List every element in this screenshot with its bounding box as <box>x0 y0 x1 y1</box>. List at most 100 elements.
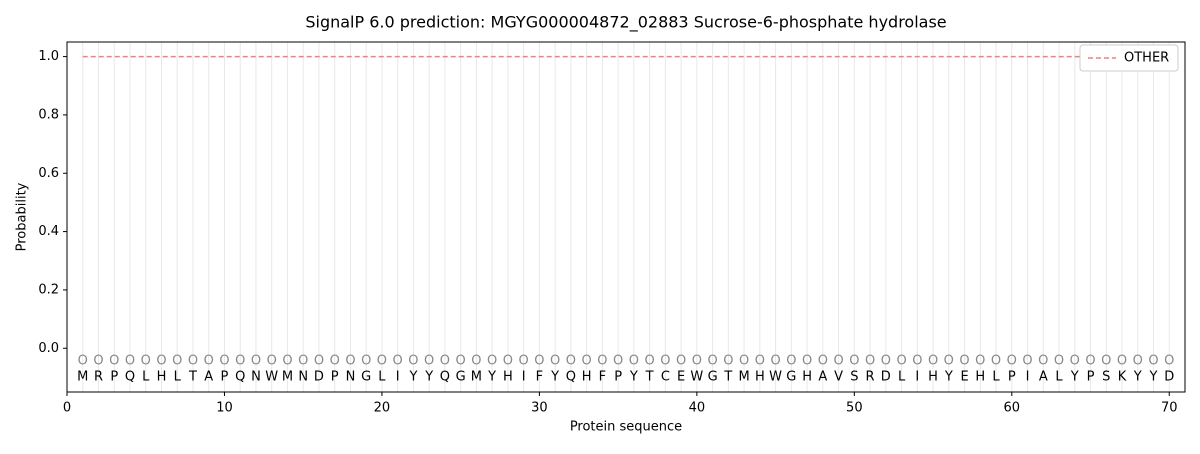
residue-label: G <box>361 370 371 385</box>
residue-label: Q <box>125 370 135 385</box>
predicted-label: O <box>1148 354 1158 369</box>
predicted-label: O <box>770 354 780 369</box>
residue-label: Y <box>424 370 433 385</box>
residue-label: L <box>378 370 386 385</box>
predicted-label: O <box>393 354 403 369</box>
residue-label: T <box>645 370 654 385</box>
residue-label: Y <box>1070 370 1079 385</box>
y-tick-label: 0.8 <box>38 107 59 122</box>
predicted-label: O <box>141 354 151 369</box>
predicted-label: O <box>251 354 261 369</box>
predicted-label: O <box>1054 354 1064 369</box>
residue-label: V <box>834 370 843 385</box>
predicted-label: O <box>755 354 765 369</box>
residue-label: H <box>582 370 592 385</box>
residue-label: W <box>769 370 782 385</box>
predicted-label: O <box>93 354 103 369</box>
predicted-label: O <box>692 354 702 369</box>
residue-label: T <box>188 370 197 385</box>
residue-label: Q <box>566 370 576 385</box>
residue-label: I <box>522 370 526 385</box>
predicted-label: O <box>361 354 371 369</box>
residue-label: R <box>866 370 875 385</box>
predicted-label: O <box>881 354 891 369</box>
residue-label: G <box>456 370 466 385</box>
predicted-label: O <box>204 354 214 369</box>
predicted-label: O <box>818 354 828 369</box>
residue-label: P <box>1008 370 1016 385</box>
predicted-label: O <box>739 354 749 369</box>
predicted-label: O <box>282 354 292 369</box>
predicted-label: O <box>1038 354 1048 369</box>
x-tick-label: 40 <box>689 401 706 416</box>
predicted-label: O <box>267 354 277 369</box>
predicted-label: O <box>786 354 796 369</box>
x-tick-label: 0 <box>63 401 71 416</box>
predicted-label: O <box>109 354 119 369</box>
predicted-label: O <box>487 354 497 369</box>
residue-label: P <box>614 370 622 385</box>
x-tick-label: 10 <box>216 401 233 416</box>
residue-label: L <box>174 370 182 385</box>
predicted-label: O <box>660 354 670 369</box>
predicted-label: O <box>912 354 922 369</box>
predicted-label: O <box>629 354 639 369</box>
predicted-label: O <box>896 354 906 369</box>
residue-label: Y <box>944 370 953 385</box>
predicted-label: O <box>1070 354 1080 369</box>
residue-label: K <box>1118 370 1127 385</box>
residue-label: N <box>346 370 356 385</box>
residue-label: W <box>690 370 703 385</box>
residue-label: P <box>221 370 229 385</box>
legend-box <box>1079 44 1179 72</box>
predicted-label: O <box>582 354 592 369</box>
residue-label: H <box>802 370 812 385</box>
residue-label: N <box>251 370 261 385</box>
predicted-label: O <box>471 354 481 369</box>
residue-label: E <box>960 370 968 385</box>
residue-label: G <box>786 370 796 385</box>
x-tick-label: 70 <box>1161 401 1178 416</box>
y-tick-label: 0.6 <box>38 166 59 181</box>
residue-label: P <box>110 370 118 385</box>
predicted-label: O <box>597 354 607 369</box>
residue-label: M <box>77 370 88 385</box>
residue-label: A <box>1039 370 1048 385</box>
predicted-label: O <box>865 354 875 369</box>
predicted-label: O <box>550 354 560 369</box>
residue-label: A <box>204 370 213 385</box>
predicted-label: O <box>440 354 450 369</box>
residue-label: Q <box>235 370 245 385</box>
residue-label: I <box>396 370 400 385</box>
residue-label: H <box>157 370 167 385</box>
x-tick-label: 50 <box>846 401 863 416</box>
residue-label: D <box>314 370 324 385</box>
residue-label: F <box>536 370 543 385</box>
chart-title: SignalP 6.0 prediction: MGYG000004872_02… <box>305 13 946 33</box>
residue-label: M <box>738 370 749 385</box>
predicted-label: O <box>534 354 544 369</box>
predicted-label: O <box>676 354 686 369</box>
x-tick-label: 30 <box>531 401 548 416</box>
residue-label: L <box>1055 370 1063 385</box>
predicted-label: O <box>330 354 340 369</box>
residue-label: Y <box>1149 370 1158 385</box>
residue-label: H <box>755 370 765 385</box>
predicted-label: O <box>566 354 576 369</box>
predicted-label: O <box>707 354 717 369</box>
residue-label: P <box>331 370 339 385</box>
residue-label: R <box>94 370 103 385</box>
residue-label: I <box>1026 370 1030 385</box>
predicted-label: O <box>849 354 859 369</box>
residue-label: C <box>661 370 670 385</box>
predicted-label: O <box>156 354 166 369</box>
residue-label: L <box>992 370 1000 385</box>
residue-label: L <box>898 370 906 385</box>
y-axis-label: Probability <box>15 182 30 251</box>
predicted-label: O <box>408 354 418 369</box>
predicted-label: O <box>802 354 812 369</box>
predicted-label: O <box>959 354 969 369</box>
legend-label: OTHER <box>1124 51 1169 66</box>
y-tick-label: 1.0 <box>38 49 59 64</box>
